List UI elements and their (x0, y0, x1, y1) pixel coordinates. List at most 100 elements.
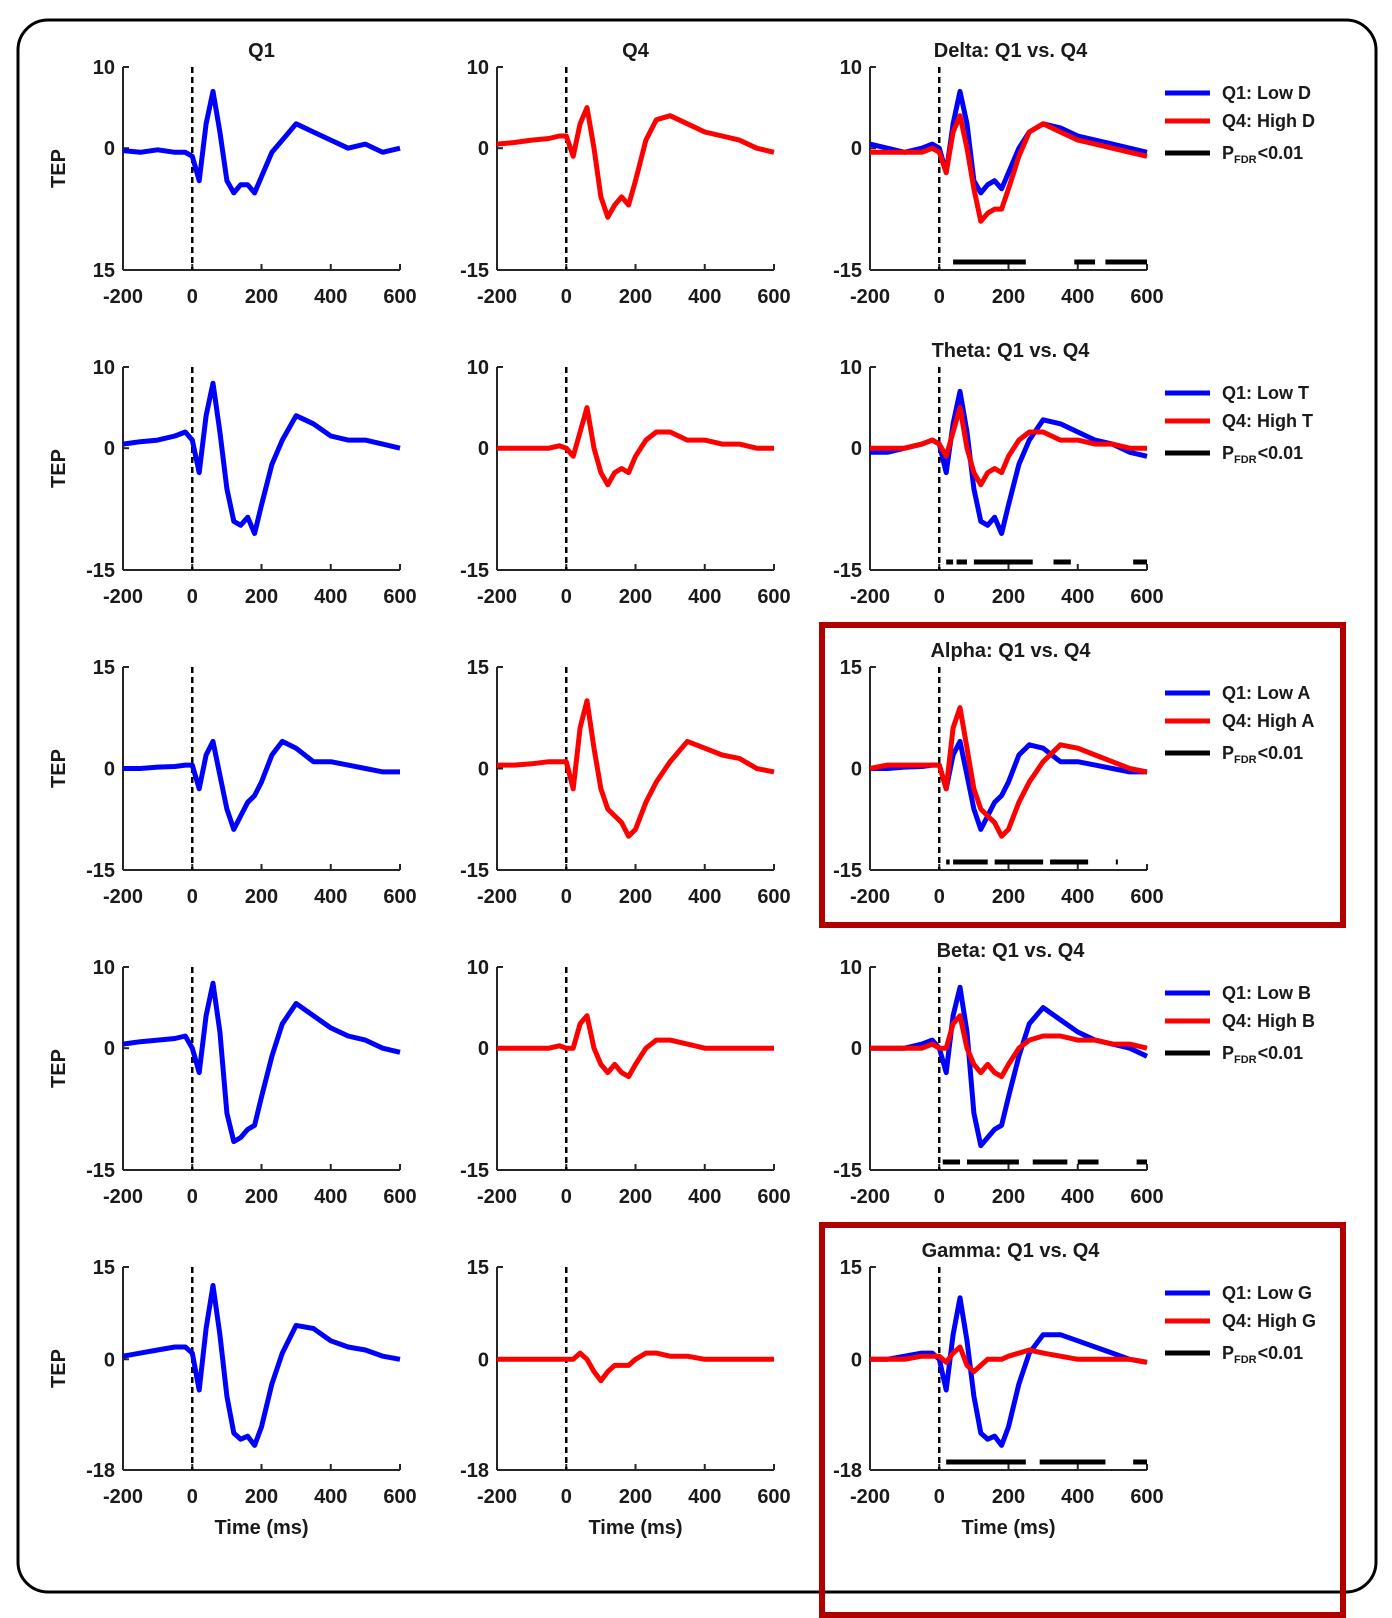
trace (122, 1283, 401, 1448)
x-tick-label: 600 (383, 886, 416, 908)
y-tick-label: 15 (93, 260, 115, 282)
x-tick-label: 0 (187, 1186, 198, 1208)
y-tick-label: 10 (93, 957, 115, 979)
x-axis-label: Time (ms) (961, 1517, 1055, 1539)
y-tick-label: 10 (467, 957, 489, 979)
legend-label: <0.01 (1258, 143, 1304, 163)
x-tick-label: -200 (850, 886, 890, 908)
legend-label: P (1222, 1043, 1234, 1063)
x-tick-label: 600 (757, 286, 790, 308)
x-tick-label: 0 (187, 886, 198, 908)
legend-label: P (1222, 443, 1234, 463)
trace (497, 698, 775, 839)
legend-label: P (1222, 143, 1234, 163)
x-tick-label: -200 (477, 586, 517, 608)
x-tick-label: 600 (1130, 886, 1163, 908)
x-tick-label: -200 (477, 286, 517, 308)
x-tick-label: -200 (477, 886, 517, 908)
x-tick-label: 600 (383, 586, 416, 608)
x-tick-label: 600 (383, 1186, 416, 1208)
legend-label: Q4: High G (1222, 1311, 1316, 1331)
x-tick-label: 0 (934, 286, 945, 308)
x-tick-label: 400 (688, 886, 721, 908)
trace (869, 88, 1148, 196)
y-tick-label: 0 (104, 1038, 115, 1060)
y-tick-label: 0 (104, 438, 115, 460)
panel-title: Delta: Q1 vs. Q4 (934, 40, 1088, 62)
x-tick-label: 400 (688, 1186, 721, 1208)
legend-label-sub: FDR (1234, 1054, 1257, 1066)
trace (123, 738, 400, 832)
y-tick-label: 15 (467, 1257, 489, 1279)
x-tick-label: 600 (757, 886, 790, 908)
y-tick-label: -18 (460, 1460, 489, 1482)
trace (122, 380, 401, 536)
x-tick-label: 200 (992, 1486, 1025, 1508)
y-axis-label: TEP (48, 1049, 70, 1088)
panel-title: Gamma: Q1 vs. Q4 (922, 1240, 1101, 1262)
legend-label: P (1222, 1343, 1234, 1363)
legend-label: Q1: Low D (1222, 83, 1311, 103)
x-tick-label: 400 (688, 286, 721, 308)
x-tick-label: 600 (1130, 286, 1163, 308)
y-tick-label: 0 (851, 1349, 862, 1371)
x-tick-label: 0 (187, 1486, 198, 1508)
x-tick-label: 200 (245, 1186, 278, 1208)
y-tick-label: 10 (467, 357, 489, 379)
y-tick-label: 0 (478, 438, 489, 460)
y-tick-label: -15 (460, 560, 489, 582)
x-tick-label: 0 (187, 286, 198, 308)
trace (870, 984, 1149, 1149)
trace (870, 1295, 1148, 1448)
panel-title: Alpha: Q1 vs. Q4 (930, 640, 1091, 662)
y-tick-label: 0 (478, 1349, 489, 1371)
legend-label-sub: FDR (1234, 454, 1257, 466)
x-tick-label: 200 (992, 886, 1025, 908)
x-tick-label: 200 (245, 886, 278, 908)
x-tick-label: 600 (757, 586, 790, 608)
y-tick-label: -15 (460, 1160, 489, 1182)
y-tick-label: 10 (467, 57, 489, 79)
y-axis-label: TEP (48, 449, 70, 488)
y-tick-label: 15 (93, 657, 115, 679)
x-tick-label: 600 (757, 1486, 790, 1508)
x-tick-label: 400 (314, 1186, 347, 1208)
y-tick-label: 10 (840, 357, 862, 379)
x-tick-label: -200 (850, 586, 890, 608)
y-axis-label: TEP (48, 149, 70, 188)
legend-label: <0.01 (1258, 1343, 1304, 1363)
y-tick-label: -15 (833, 260, 862, 282)
y-tick-label: -15 (460, 860, 489, 882)
x-tick-label: 400 (688, 1486, 721, 1508)
x-tick-label: 0 (934, 1186, 945, 1208)
x-tick-label: -200 (103, 1186, 143, 1208)
x-tick-label: 200 (619, 886, 652, 908)
legend-label: Q4: High B (1222, 1011, 1315, 1031)
panel-title: Theta: Q1 vs. Q4 (932, 340, 1091, 362)
y-tick-label: -15 (86, 860, 115, 882)
x-tick-label: -200 (477, 1186, 517, 1208)
trace (870, 738, 1147, 832)
panel-title: Q1 (248, 40, 275, 62)
y-tick-label: 0 (478, 138, 489, 160)
x-tick-label: 200 (619, 586, 652, 608)
y-tick-label: -15 (833, 1160, 862, 1182)
trace (497, 1013, 774, 1080)
y-tick-label: 10 (93, 357, 115, 379)
x-tick-label: 600 (383, 286, 416, 308)
y-tick-label: -15 (833, 560, 862, 582)
y-tick-label: -18 (833, 1460, 862, 1482)
legend-label: P (1222, 743, 1234, 763)
x-tick-label: 400 (314, 586, 347, 608)
trace (497, 1350, 774, 1384)
legend-label: Q1: Low T (1222, 383, 1309, 403)
x-axis-label: Time (ms) (588, 1517, 682, 1539)
y-axis-label: TEP (48, 1349, 70, 1388)
legend-label: <0.01 (1258, 443, 1304, 463)
legend-label: Q4: High A (1222, 711, 1314, 731)
y-tick-label: -15 (86, 1160, 115, 1182)
y-tick-label: 0 (478, 1038, 489, 1060)
x-tick-label: -200 (850, 1486, 890, 1508)
x-tick-label: 400 (1061, 1186, 1094, 1208)
